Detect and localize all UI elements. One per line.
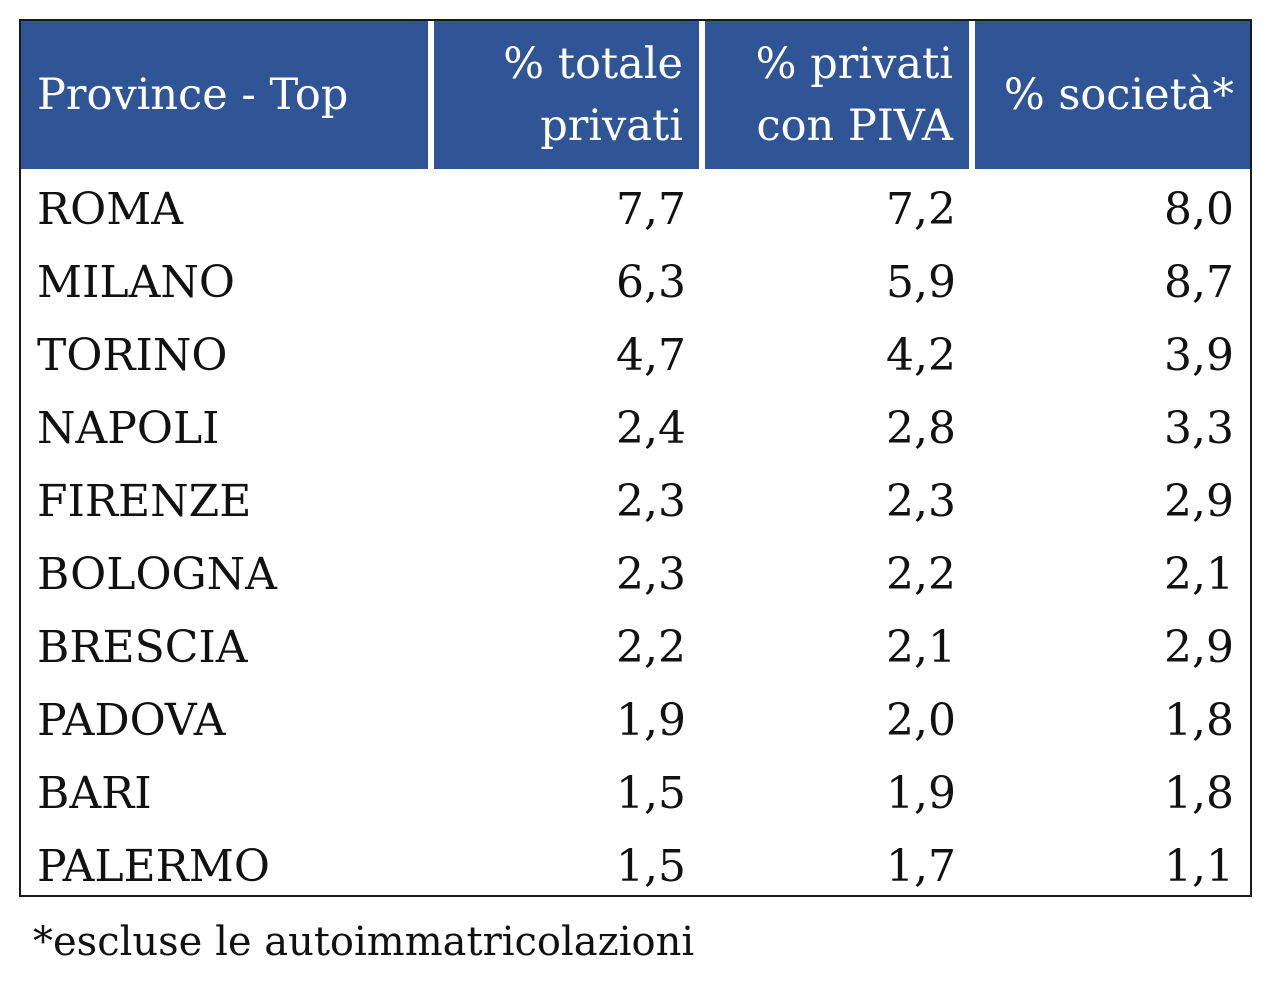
cell-province: MILANO — [37, 257, 235, 308]
cell-totale-privati: 2,2 — [616, 622, 686, 673]
cell-totale-privati: 1,5 — [616, 768, 686, 819]
table-row: PADOVA 1,9 2,0 1,8 — [21, 684, 1250, 757]
header-province: Province - Top — [21, 21, 431, 169]
cell-privati-piva: 2,8 — [886, 403, 956, 454]
cell-privati-piva: 2,1 — [886, 622, 956, 673]
cell-societa: 2,9 — [1164, 622, 1234, 673]
cell-societa: 2,9 — [1164, 476, 1234, 527]
province-table-frame: Province - Top % totale privati % privat… — [19, 19, 1252, 897]
table-row: NAPOLI 2,4 2,8 3,3 — [21, 392, 1250, 465]
cell-privati-piva: 2,2 — [886, 549, 956, 600]
cell-totale-privati: 2,3 — [616, 476, 686, 527]
cell-privati-piva: 7,2 — [886, 184, 956, 235]
cell-societa: 1,8 — [1164, 768, 1234, 819]
cell-province: BARI — [37, 768, 152, 819]
cell-societa: 3,3 — [1164, 403, 1234, 454]
table-row: PALERMO 1,5 1,7 1,1 — [21, 830, 1250, 903]
cell-province: BOLOGNA — [37, 549, 277, 600]
cell-privati-piva: 1,7 — [886, 841, 956, 892]
cell-province: PADOVA — [37, 695, 226, 746]
cell-totale-privati: 2,3 — [616, 549, 686, 600]
header-totale-privati-line-1: % totale — [503, 39, 683, 89]
table-row: TORINO 4,7 4,2 3,9 — [21, 319, 1250, 392]
table-header-row: Province - Top % totale privati % privat… — [21, 21, 1250, 169]
cell-societa: 8,0 — [1164, 184, 1234, 235]
cell-societa: 2,1 — [1164, 549, 1234, 600]
cell-societa: 1,8 — [1164, 695, 1234, 746]
table-body: ROMA 7,7 7,2 8,0 MILANO 6,3 5,9 8,7 TORINO 4,7 4,2… — [21, 169, 1250, 903]
table-row: FIRENZE 2,3 2,3 2,9 — [21, 465, 1250, 538]
cell-privati-piva: 2,3 — [886, 476, 956, 527]
table-row: MILANO 6,3 5,9 8,7 — [21, 246, 1250, 319]
header-province-line-1: Province - Top — [37, 70, 349, 120]
header-privati-piva-line-2: con PIVA — [756, 101, 953, 151]
cell-privati-piva: 2,0 — [886, 695, 956, 746]
cell-totale-privati: 4,7 — [616, 330, 686, 381]
header-privati-piva: % privati con PIVA — [699, 21, 972, 169]
header-societa: % società* — [969, 21, 1250, 169]
cell-totale-privati: 6,3 — [616, 257, 686, 308]
cell-societa: 3,9 — [1164, 330, 1234, 381]
cell-privati-piva: 4,2 — [886, 330, 956, 381]
cell-totale-privati: 2,4 — [616, 403, 686, 454]
header-totale-privati: % totale privati — [428, 21, 702, 169]
footnote: *escluse le autoimmatricolazioni — [33, 919, 695, 965]
cell-province: PALERMO — [37, 841, 270, 892]
cell-privati-piva: 1,9 — [886, 768, 956, 819]
cell-totale-privati: 1,9 — [616, 695, 686, 746]
cell-province: ROMA — [37, 184, 184, 235]
cell-societa: 1,1 — [1164, 841, 1234, 892]
cell-societa: 8,7 — [1164, 257, 1234, 308]
table-row: ROMA 7,7 7,2 8,0 — [21, 169, 1250, 246]
cell-province: BRESCIA — [37, 622, 248, 673]
cell-province: TORINO — [37, 330, 228, 381]
table-row: BOLOGNA 2,3 2,2 2,1 — [21, 538, 1250, 611]
cell-province: NAPOLI — [37, 403, 220, 454]
cell-privati-piva: 5,9 — [886, 257, 956, 308]
header-privati-piva-line-1: % privati — [755, 39, 953, 89]
table-row: BRESCIA 2,2 2,1 2,9 — [21, 611, 1250, 684]
table-row: BARI 1,5 1,9 1,8 — [21, 757, 1250, 830]
cell-totale-privati: 7,7 — [616, 184, 686, 235]
header-societa-line-1: % società* — [1003, 70, 1234, 120]
header-totale-privati-line-2: privati — [540, 101, 683, 151]
province-table: Province - Top % totale privati % privat… — [21, 21, 1250, 903]
cell-province: FIRENZE — [37, 476, 252, 527]
cell-totale-privati: 1,5 — [616, 841, 686, 892]
